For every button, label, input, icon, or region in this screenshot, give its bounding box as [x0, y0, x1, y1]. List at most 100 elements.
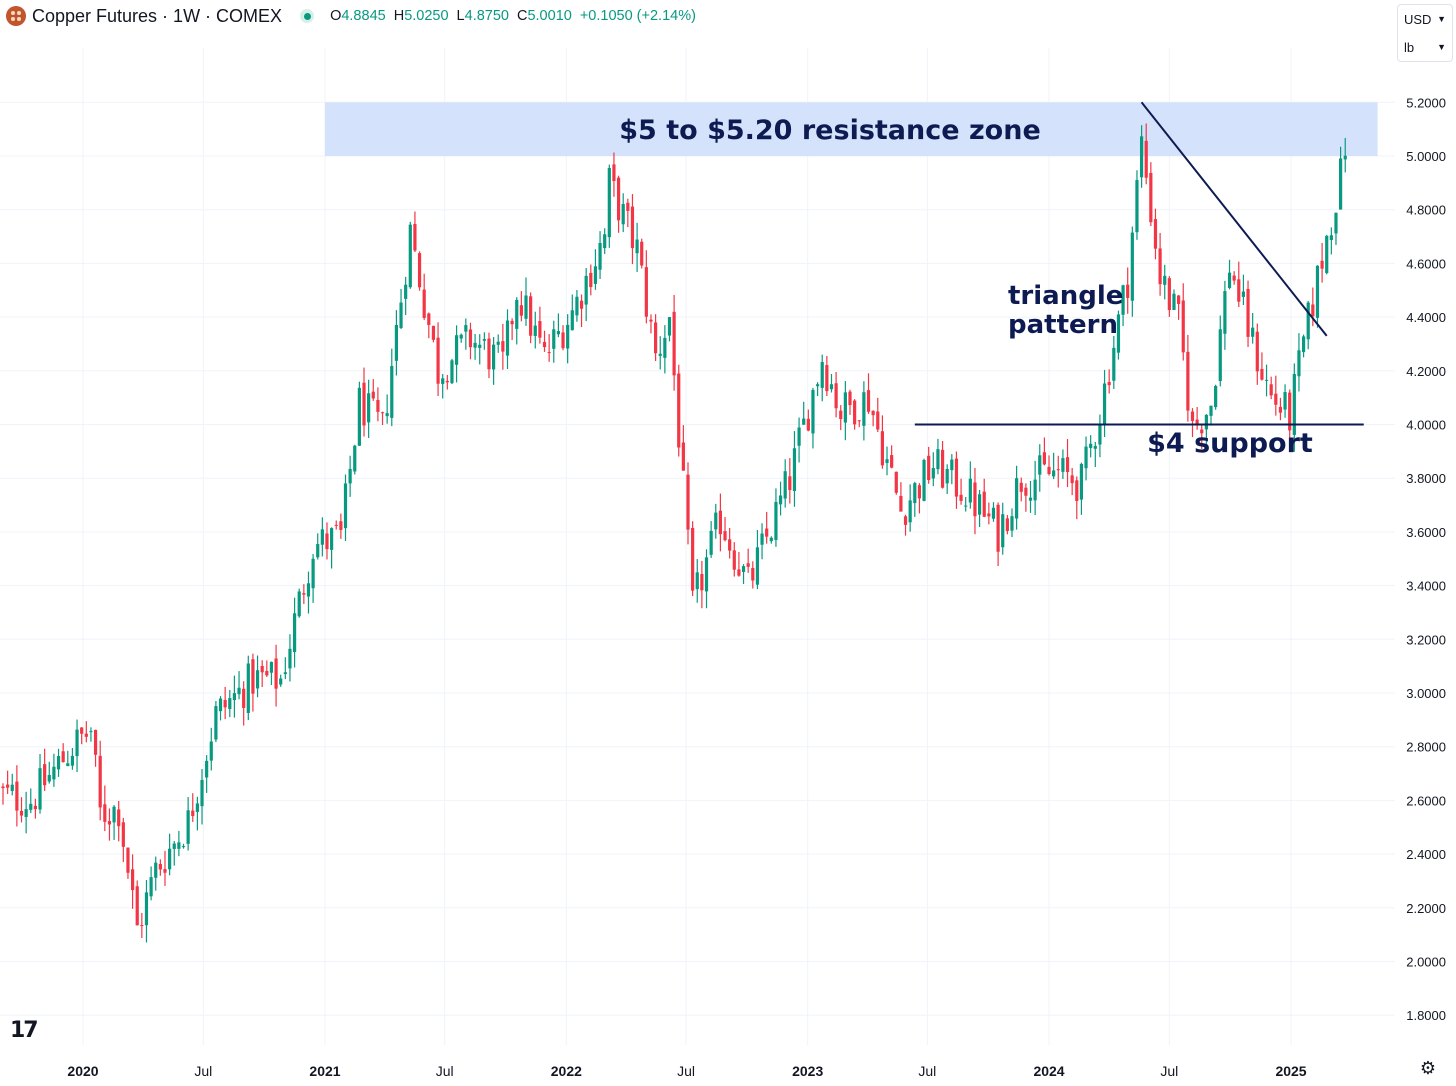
- candle-body: [732, 550, 736, 570]
- symbol-title[interactable]: Copper Futures · 1W · COMEX: [32, 5, 283, 26]
- candle-body: [959, 494, 963, 501]
- candle-body: [255, 670, 260, 689]
- candle-body: [1260, 368, 1264, 380]
- chart-grid: [0, 48, 1395, 1045]
- candle-body: [922, 460, 926, 501]
- candle-body: [862, 392, 866, 426]
- candle-body: [866, 390, 871, 412]
- candle-body: [806, 418, 810, 431]
- candle-body: [765, 528, 769, 537]
- candle-body: [1223, 291, 1227, 334]
- candle-body: [621, 203, 625, 225]
- candle-body: [103, 804, 107, 822]
- candle-body: [339, 521, 343, 530]
- candle-body: [1042, 452, 1046, 465]
- candle-body: [737, 569, 741, 576]
- time-axis[interactable]: 2020 Jul 2021 Jul 2022 Jul 2023 Jul 2024 Jul 2025: [67, 1063, 1306, 1079]
- candle-body: [362, 382, 366, 426]
- candle-body: [681, 442, 685, 471]
- unit-select[interactable]: lb ▼: [1398, 33, 1452, 61]
- candle-body: [1, 786, 5, 789]
- y-tick-label: 4.0000: [1406, 418, 1446, 433]
- candle-body: [778, 495, 783, 505]
- candle-body: [450, 360, 454, 384]
- candle-body: [718, 510, 722, 535]
- candle-body: [158, 863, 162, 870]
- price-axis[interactable]: 5.2000 5.0000 4.8000 4.6000 4.4000 4.2000 4.00…: [1406, 95, 1446, 1023]
- candle-body: [66, 763, 70, 767]
- candle-body: [1172, 293, 1176, 310]
- candle-body: [584, 275, 588, 305]
- candle-body: [505, 320, 510, 356]
- candle-body: [774, 501, 778, 540]
- candle-body: [515, 299, 519, 329]
- candle-body: [917, 485, 922, 499]
- candle-body: [538, 321, 542, 338]
- candle-body: [644, 267, 648, 317]
- candle-body: [112, 806, 116, 823]
- candle-body: [214, 706, 218, 740]
- high-key: H: [393, 8, 405, 24]
- candle-body: [422, 289, 426, 318]
- candle-body: [1098, 424, 1102, 445]
- candle-body: [1126, 284, 1130, 298]
- candle-body: [1033, 479, 1037, 501]
- candle-body: [1214, 385, 1218, 408]
- ohlc-legend: O4.8845 H5.0250 L4.8750 C5.0010 +0.1050 …: [330, 8, 696, 24]
- candle-body: [1181, 300, 1185, 353]
- candle-body: [755, 547, 760, 585]
- low-key: L: [456, 8, 465, 24]
- candle-body: [649, 319, 653, 322]
- candle-body: [399, 302, 403, 328]
- candle-body: [1200, 429, 1204, 434]
- candle-body: [195, 803, 199, 812]
- candle-body: [464, 325, 468, 332]
- candle-body: [598, 242, 602, 270]
- candle-body: [209, 741, 213, 761]
- candle-body: [232, 693, 237, 701]
- candle-body: [348, 468, 352, 484]
- tradingview-logo[interactable]: 17: [10, 1018, 39, 1043]
- candle-body: [33, 805, 37, 810]
- resistance-zone: [325, 102, 1378, 156]
- high-value: 5.0250: [404, 8, 449, 24]
- currency-unit-selector[interactable]: USD ▼ lb ▼: [1397, 4, 1453, 62]
- candle-body: [274, 658, 278, 689]
- candle-body: [43, 764, 47, 786]
- candle-body: [1135, 180, 1139, 233]
- candle-body: [524, 295, 528, 319]
- candle-body: [945, 468, 949, 484]
- candle-body: [205, 760, 209, 778]
- candle-body: [1292, 373, 1296, 435]
- currency-select[interactable]: USD ▼: [1398, 5, 1452, 33]
- candle-body: [1177, 295, 1181, 304]
- gear-icon[interactable]: ⚙: [1419, 1058, 1437, 1078]
- candle-body: [552, 329, 556, 349]
- candle-body: [570, 310, 574, 331]
- y-tick-label: 3.6000: [1406, 525, 1446, 540]
- candle-body: [404, 284, 408, 299]
- candle-body: [635, 239, 639, 254]
- y-tick-label: 4.8000: [1406, 203, 1446, 218]
- candle-body: [1047, 466, 1051, 475]
- candle-body: [843, 392, 847, 423]
- y-tick-label: 4.2000: [1406, 364, 1446, 379]
- candle-body: [908, 500, 912, 523]
- candle-body: [1075, 480, 1079, 501]
- candle-body: [1251, 327, 1255, 337]
- x-tick-label: Jul: [1160, 1063, 1178, 1079]
- y-tick-label: 3.0000: [1406, 686, 1446, 701]
- candle-body: [802, 418, 806, 425]
- candle-body: [1237, 279, 1241, 302]
- candle-body: [501, 341, 505, 352]
- candle-body: [1339, 158, 1343, 210]
- candle-body: [154, 862, 158, 878]
- candle-body: [376, 399, 380, 412]
- candle-body: [172, 843, 176, 849]
- candle-body: [714, 512, 718, 530]
- candle-body: [311, 558, 315, 589]
- candle-body: [1079, 463, 1084, 500]
- y-tick-label: 3.8000: [1406, 471, 1446, 486]
- candle-body: [89, 731, 93, 733]
